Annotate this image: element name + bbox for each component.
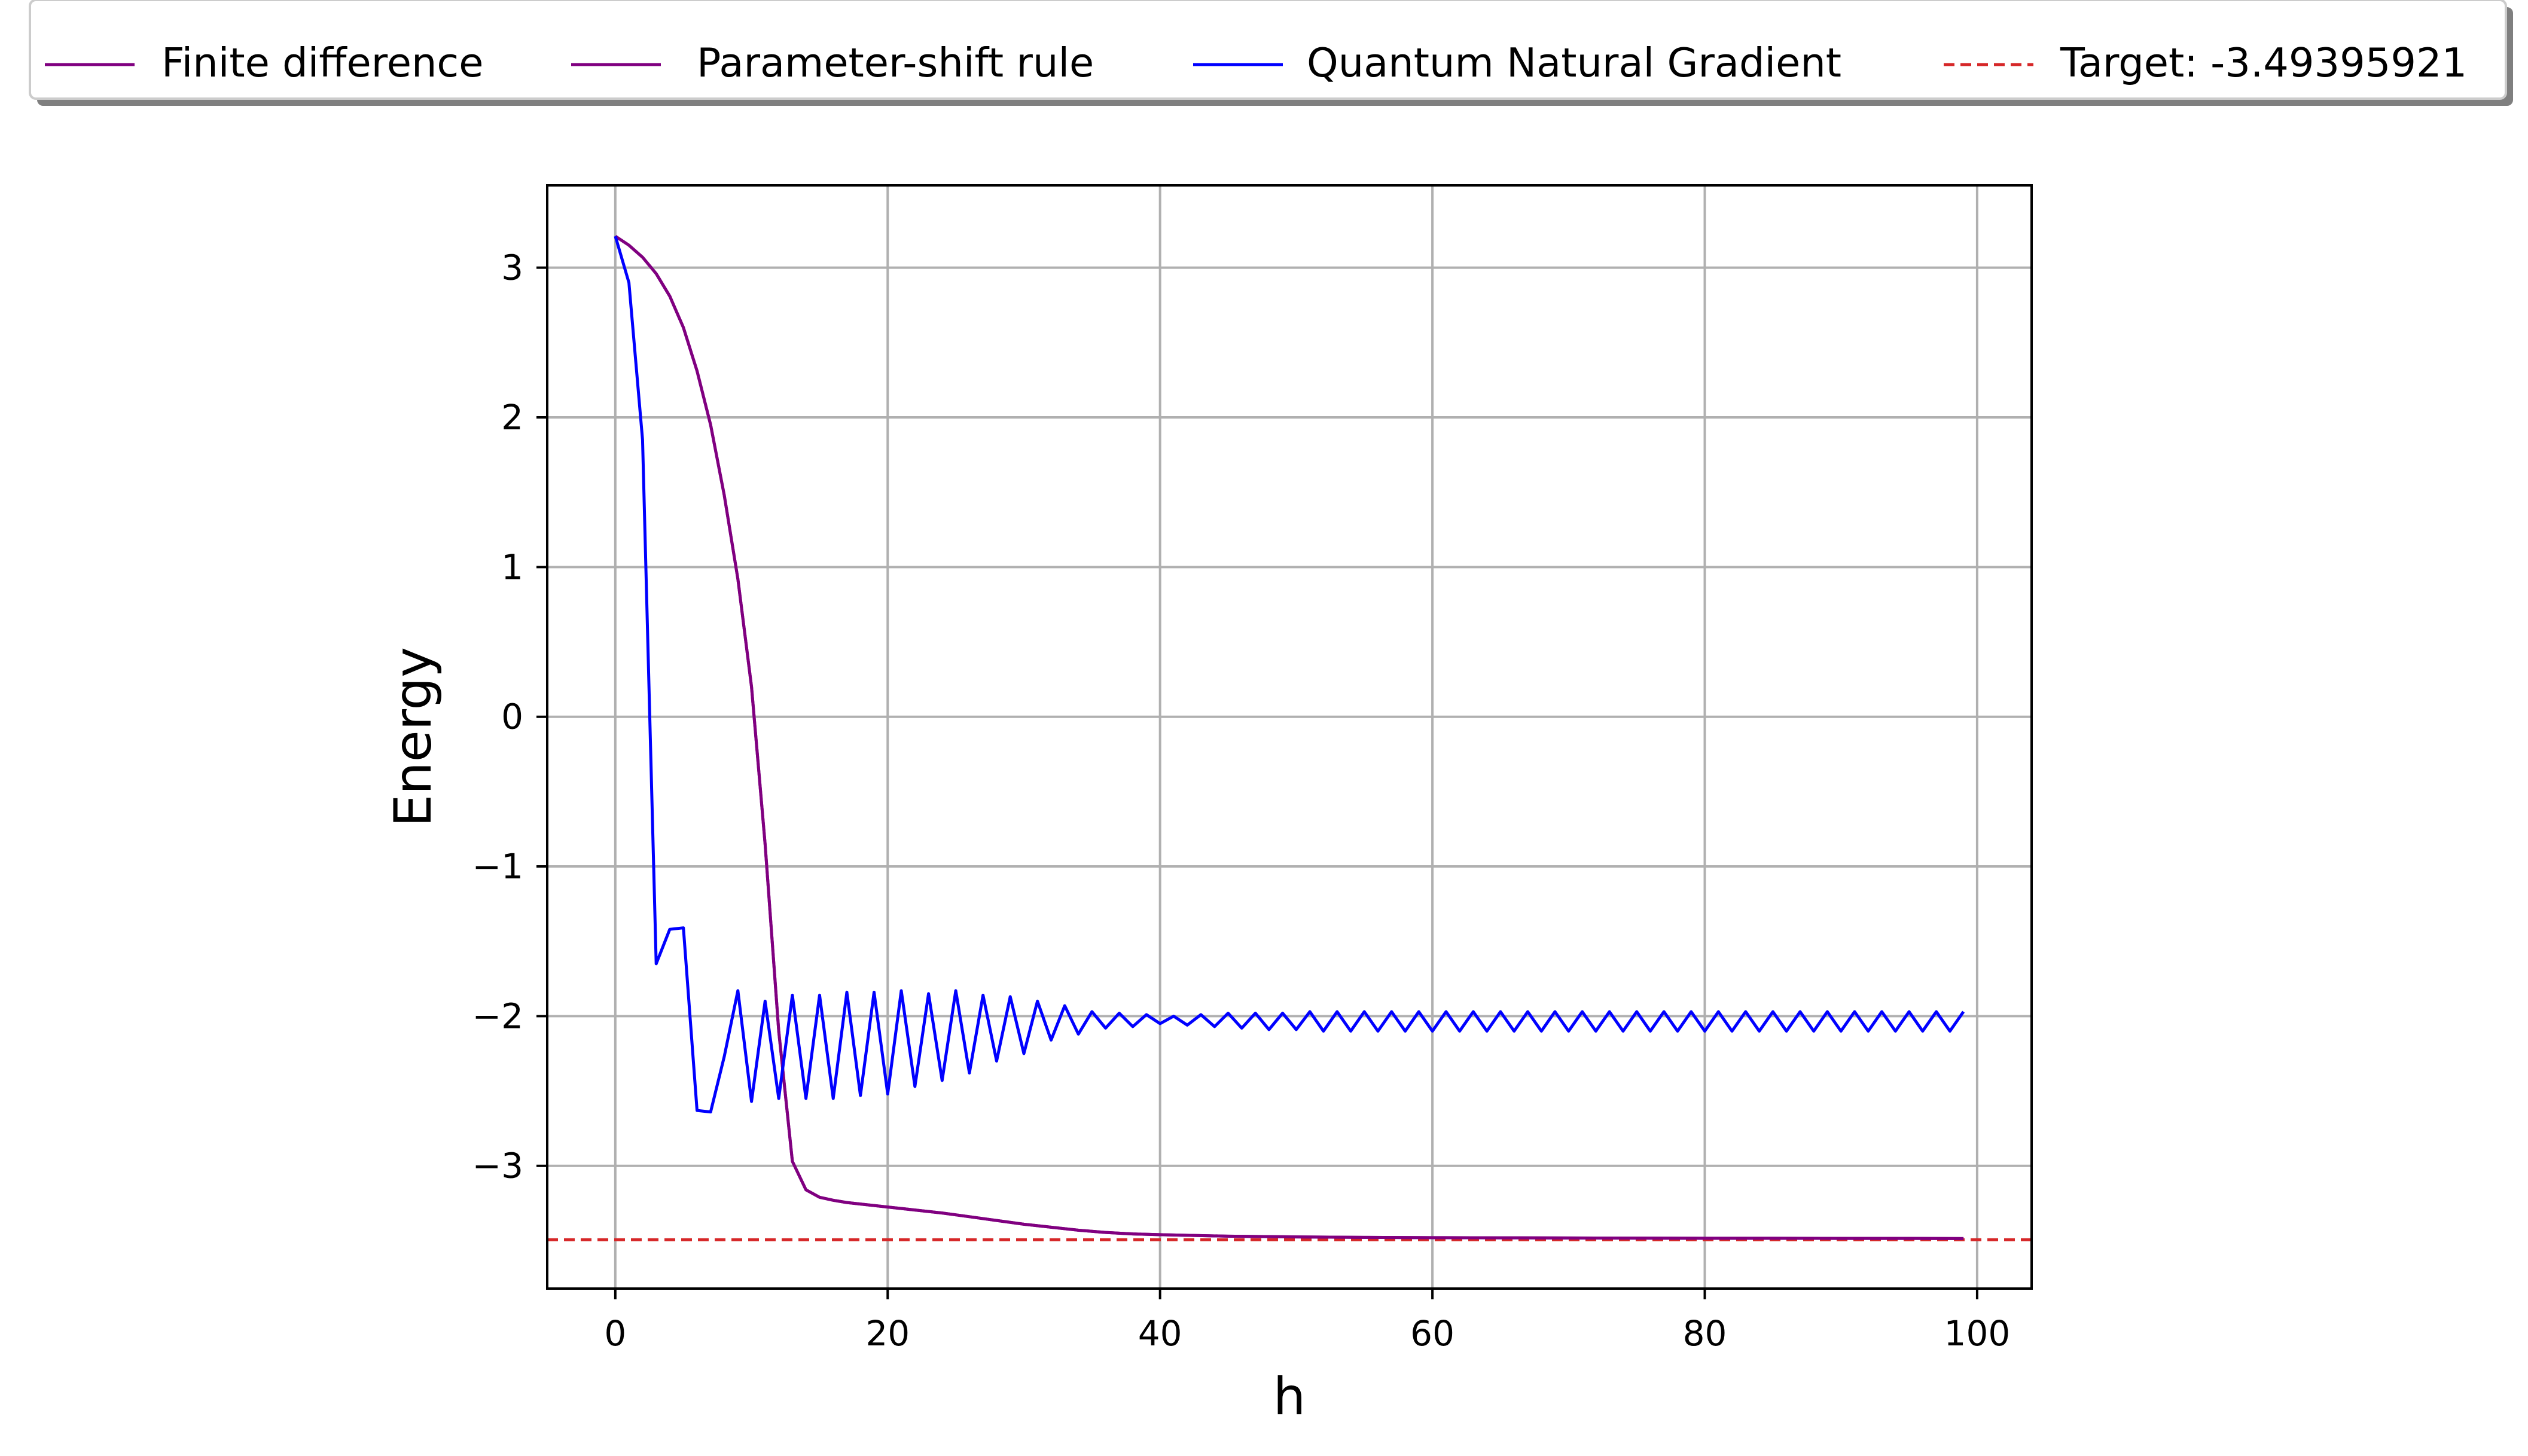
y-tick-label: 0 (501, 697, 523, 737)
series-lines (614, 235, 1965, 1240)
y-tick-label: −2 (472, 996, 524, 1036)
x-tick-label: 60 (1410, 1313, 1454, 1354)
axis-ticks: 0 20 40 60 80 100 3 2 1 0 −1 −2 −3 (472, 248, 2011, 1354)
x-tick-label: 100 (1944, 1313, 2011, 1354)
plot-frame (546, 184, 2033, 1290)
x-tick-label: 20 (865, 1313, 910, 1354)
x-tick-label: 80 (1683, 1313, 1727, 1354)
grid (547, 185, 2032, 1289)
legend-label-1: Parameter-shift rule (697, 39, 1094, 86)
y-tick-label: −1 (472, 846, 524, 887)
legend-label-0: Finite difference (161, 39, 484, 86)
y-axis-label: Energy (383, 647, 443, 827)
legend-label-2: Quantum Natural Gradient (1307, 39, 1841, 86)
y-tick-label: 1 (501, 547, 523, 587)
y-tick-label: 2 (501, 397, 523, 438)
series-line-2 (614, 236, 1965, 1114)
legend-items: Finite difference Parameter-shift rule Qua… (45, 39, 2467, 86)
y-tick-label: −3 (472, 1146, 524, 1186)
x-tick-label: 40 (1138, 1313, 1182, 1354)
x-axis-label: h (1273, 1367, 1306, 1427)
y-tick-label: 3 (501, 248, 523, 288)
legend-box (29, 0, 2507, 100)
x-tick-label: 0 (604, 1313, 626, 1354)
legend-label-3: Target: -3.49395921 (2060, 39, 2467, 86)
series-line-1 (614, 235, 1964, 1240)
legend: Finite difference Parameter-shift rule Qua… (29, 0, 2513, 106)
